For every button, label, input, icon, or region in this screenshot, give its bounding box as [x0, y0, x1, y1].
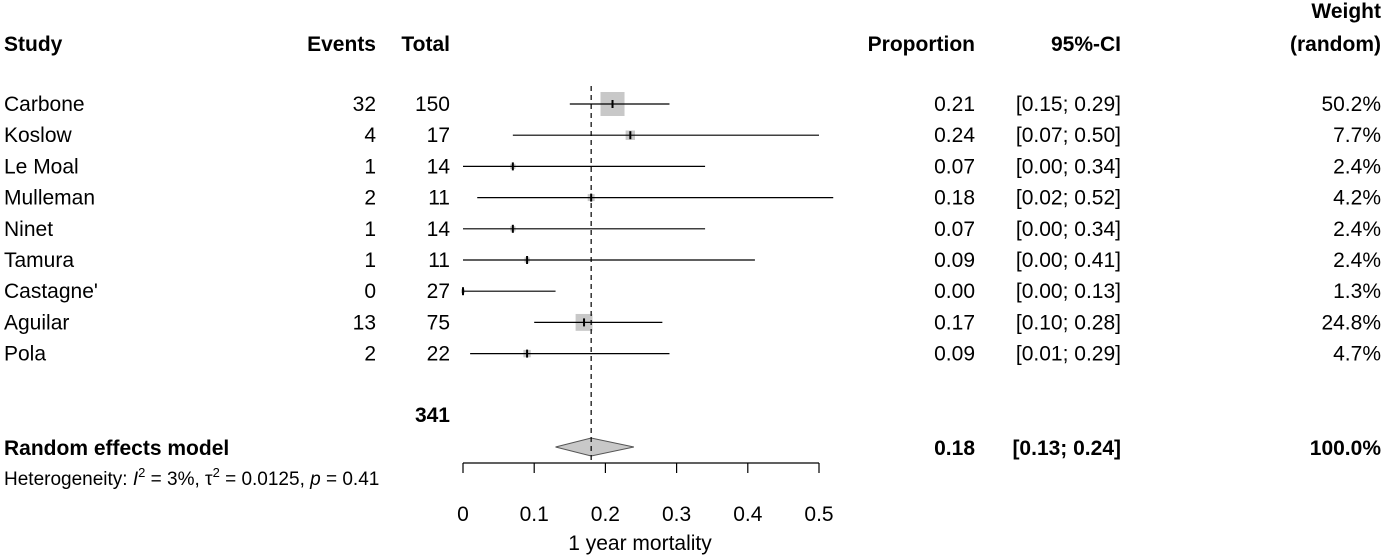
study-ci: [0.15; 0.29]	[1016, 93, 1121, 116]
summary-label: Random effects model	[4, 437, 229, 460]
header-study: Study	[4, 33, 63, 56]
study-total: 17	[427, 124, 450, 147]
axis-tick-label: 0.5	[804, 503, 833, 526]
study-weight: 50.2%	[1321, 93, 1381, 116]
study-events: 4	[364, 124, 376, 147]
summary-ci: [0.13; 0.24]	[1012, 437, 1121, 460]
study-weight: 1.3%	[1333, 280, 1381, 303]
study-ci: [0.10; 0.28]	[1016, 311, 1121, 334]
study-total: 11	[428, 187, 450, 210]
x-axis-label: 1 year mortality	[568, 532, 712, 555]
p-value: = 0.41	[321, 469, 380, 490]
study-ci: [0.01; 0.29]	[1016, 343, 1121, 366]
tau2-sup: 2	[213, 465, 220, 480]
study-name: Koslow	[4, 124, 73, 147]
study-proportion: 0.21	[934, 93, 975, 116]
study-name: Carbone	[4, 93, 85, 116]
study-total: 22	[427, 343, 450, 366]
study-weight: 2.4%	[1333, 249, 1381, 272]
study-proportion: 0.09	[934, 249, 975, 272]
study-rows: Carbone 32 150 0.21 [0.15; 0.29] 50.2% Koslow 4…	[4, 93, 1381, 366]
x-axis: 0 0.1 0.2 0.3 0.4 0.5	[457, 462, 834, 526]
study-name: Le Moal	[4, 155, 79, 178]
header-weight-line1: Weight	[1311, 0, 1381, 23]
header-ci: 95%-CI	[1051, 33, 1121, 56]
header-total: Total	[401, 33, 450, 56]
study-ci: [0.00; 0.41]	[1016, 249, 1121, 272]
study-events: 13	[353, 311, 376, 334]
summary-diamond	[555, 437, 634, 457]
summary-weight: 100.0%	[1310, 437, 1382, 460]
study-events: 0	[364, 280, 376, 303]
study-weight: 7.7%	[1333, 124, 1381, 147]
axis-tick-label: 0.2	[591, 503, 620, 526]
study-proportion: 0.07	[934, 218, 975, 241]
total-n: 341	[415, 404, 450, 427]
i2-sup: 2	[138, 465, 145, 480]
tau2-value: = 0.0125,	[220, 469, 310, 490]
study-proportion: 0.24	[934, 124, 975, 147]
i2-symbol: I	[133, 469, 139, 490]
i2-value: = 3%,	[145, 469, 205, 490]
study-proportion: 0.00	[934, 280, 975, 303]
study-ci: [0.02; 0.52]	[1016, 187, 1121, 210]
axis-tick-label: 0.3	[662, 503, 691, 526]
study-proportion: 0.18	[934, 187, 975, 210]
heterogeneity-text: Heterogeneity: I2 = 3%, τ2 = 0.0125, p =…	[4, 465, 379, 490]
axis-tick-label: 0.1	[520, 503, 549, 526]
study-total: 14	[427, 155, 451, 178]
tau2-symbol: τ	[205, 469, 213, 490]
study-events: 1	[364, 249, 376, 272]
study-weight: 2.4%	[1333, 218, 1381, 241]
header-events: Events	[307, 33, 376, 56]
study-events: 2	[364, 343, 376, 366]
study-proportion: 0.07	[934, 155, 975, 178]
study-name: Mulleman	[4, 187, 95, 210]
study-weight: 4.7%	[1333, 343, 1381, 366]
study-name: Ninet	[4, 218, 53, 241]
study-total: 27	[427, 280, 450, 303]
header-proportion: Proportion	[868, 33, 975, 56]
study-ci: [0.00; 0.13]	[1016, 280, 1121, 303]
axis-tick-label: 0.4	[733, 503, 763, 526]
study-name: Aguilar	[4, 311, 69, 334]
study-events: 1	[364, 155, 376, 178]
study-total: 11	[428, 249, 450, 272]
study-ci: [0.00; 0.34]	[1016, 155, 1121, 178]
study-name: Castagne'	[4, 280, 98, 303]
study-total: 75	[427, 311, 450, 334]
study-name: Tamura	[4, 249, 74, 272]
header-weight-line2: (random)	[1290, 33, 1381, 56]
study-total: 150	[415, 93, 450, 116]
summary-proportion: 0.18	[934, 437, 975, 460]
axis-tick-label: 0	[457, 503, 469, 526]
column-headers: Study Events Total Proportion 95%-CI Wei…	[4, 0, 1381, 56]
study-events: 1	[364, 218, 376, 241]
plot-marks	[461, 86, 834, 462]
study-total: 14	[427, 218, 451, 241]
study-ci: [0.00; 0.34]	[1016, 218, 1121, 241]
study-name: Pola	[4, 343, 46, 366]
study-weight: 24.8%	[1321, 311, 1381, 334]
study-proportion: 0.17	[934, 311, 975, 334]
study-weight: 4.2%	[1333, 187, 1381, 210]
study-proportion: 0.09	[934, 343, 975, 366]
study-weight: 2.4%	[1333, 155, 1381, 178]
study-events: 2	[364, 187, 376, 210]
study-ci: [0.07; 0.50]	[1016, 124, 1121, 147]
p-symbol: p	[309, 469, 321, 490]
heterogeneity-prefix: Heterogeneity:	[4, 469, 133, 490]
study-events: 32	[353, 93, 376, 116]
summary-row: Random effects model 0.18 [0.13; 0.24] 1…	[4, 437, 1381, 460]
